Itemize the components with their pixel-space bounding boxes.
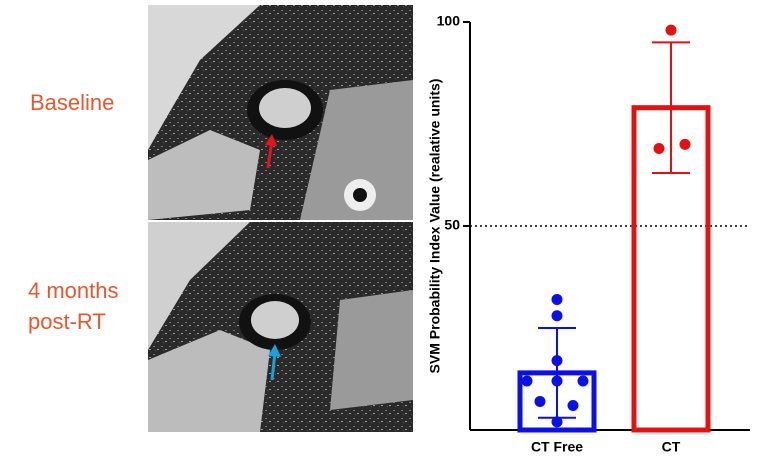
data-point	[551, 293, 563, 305]
data-point	[551, 375, 563, 387]
data-point	[567, 400, 579, 412]
data-point	[551, 416, 563, 428]
mri-baseline	[148, 5, 413, 220]
mri-post-rt	[148, 222, 413, 432]
data-point	[665, 24, 677, 36]
data-point	[551, 310, 563, 322]
panel-label: 4 months	[28, 278, 119, 303]
data-point	[679, 138, 691, 150]
panel-label: Baseline	[30, 90, 114, 115]
panel-label: post-RT	[28, 309, 106, 334]
data-point	[653, 142, 665, 154]
x-tick-label: CT Free	[531, 439, 583, 455]
data-point	[521, 375, 533, 387]
data-point	[577, 375, 589, 387]
y-axis-label: SVM Probability Index Value (realative u…	[427, 79, 443, 374]
x-tick-label: CT	[662, 439, 681, 455]
y-tick-label: 100	[437, 13, 461, 29]
data-point	[534, 395, 546, 407]
y-tick-label: 50	[444, 217, 460, 233]
data-point	[551, 355, 563, 367]
